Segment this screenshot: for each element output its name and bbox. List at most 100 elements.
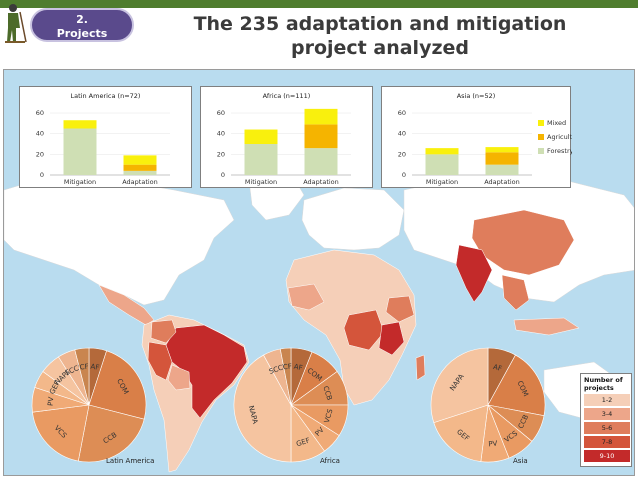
bar-panel-asia: Asia (n=52) 0 20 40 60 Mitigation Adaptation M…: [381, 86, 572, 188]
x-tick-label: Adaptation: [484, 178, 520, 186]
map-ethiopia: [385, 295, 415, 323]
map-legend-swatch: [584, 450, 630, 462]
pie-slice-label: PV: [488, 439, 498, 448]
y-tick-label: 20: [398, 150, 406, 158]
map-peru: [147, 341, 173, 381]
pie-slice-label: GEF: [295, 436, 311, 448]
map-legend-bin: 9-10: [599, 452, 615, 460]
pie-label-africa: Africa: [320, 457, 340, 465]
map-legend-row: 1-2: [584, 394, 630, 406]
pie-label-asia: Asia: [513, 457, 528, 465]
section-badge: 2. Projects: [30, 8, 134, 42]
bar-chart-latin-america: 0 20 40 60 Mitigation Adaptation: [36, 109, 170, 186]
map-legend-bin: 5-6: [601, 424, 613, 432]
pie-slice-label: AF: [90, 363, 100, 372]
legend-label: Forestry: [547, 147, 572, 155]
pie-slice-napa: [430, 347, 489, 423]
map-china: [471, 209, 575, 276]
bar-segment-mixed: [123, 155, 157, 165]
page-title-line2: project analyzed: [291, 37, 469, 59]
bar-chart-africa: 0 20 40 60 Mitigation Adaptation: [217, 108, 351, 186]
legend-label: Mixed: [547, 119, 566, 127]
map-europe: [301, 187, 405, 251]
bar-segment-mixed: [304, 108, 338, 125]
bar-segment-forestry: [425, 154, 459, 175]
map-legend-bin: 3-4: [601, 410, 613, 418]
bar-panel-title: Latin America (n=72): [70, 92, 141, 100]
pie-slice-label: AF: [492, 363, 503, 373]
y-tick-label: 40: [36, 130, 44, 138]
legend-swatch: [538, 120, 544, 126]
pie-slice-cf: [74, 347, 90, 406]
y-tick-label: 0: [402, 171, 406, 179]
y-tick-label: 20: [36, 150, 44, 158]
y-tick-label: 60: [398, 109, 406, 117]
map-legend-swatch: [584, 408, 630, 420]
pie-slice-com: [88, 350, 147, 420]
bar-segment-forestry: [63, 128, 97, 175]
map-legend-row: 9-10: [584, 450, 630, 462]
map-bolivia: [167, 364, 191, 391]
pie-slice-gef: [433, 404, 489, 462]
map-legend-title: Number of projects: [584, 376, 623, 392]
x-tick-label: Adaptation: [122, 178, 158, 186]
x-tick-label: Mitigation: [426, 178, 458, 186]
farmer-icon: [5, 4, 27, 43]
legend-swatch: [538, 148, 544, 154]
map-drc: [343, 309, 385, 351]
map-legend-swatch: [584, 394, 630, 406]
bar-segment-mixed: [244, 129, 278, 144]
map-legend: Number of projects 1-2 3-4 5-6 7-8 9-10: [580, 373, 632, 467]
map-indonesia: [513, 317, 580, 336]
x-tick-label: Mitigation: [64, 178, 96, 186]
section-label: Projects: [56, 27, 108, 40]
bar-panel-title: Africa (n=111): [262, 92, 311, 100]
pie-slice-ccb: [77, 404, 145, 463]
bar-segment-forestry: [304, 148, 338, 175]
map-north-america: [4, 177, 235, 306]
y-tick-label: 40: [398, 130, 406, 138]
map-legend-bin: 1-2: [601, 396, 613, 404]
map-colombia: [150, 319, 177, 344]
pie-slice-napa: [233, 354, 292, 463]
map-legend-bin: 7-8: [601, 438, 613, 446]
pie-slice-cf: [279, 347, 292, 406]
y-tick-label: 0: [221, 171, 225, 179]
bar-segment-agriculture: [485, 152, 519, 165]
bar-panel-africa: Africa (n=111) 0 20 40 60 Mitigation Adaptati…: [200, 86, 373, 188]
bar-segment-mixed: [63, 120, 97, 129]
map-southeast-asia: [501, 274, 530, 311]
bar-segment-agriculture: [304, 124, 338, 149]
pie-slice-com: [487, 354, 546, 417]
y-tick-label: 60: [36, 109, 44, 117]
bar-panel-latin-america: Latin America (n=72) 0 20 40 60 Mitigation Ad…: [19, 86, 192, 188]
pie-slice-label: AF: [293, 363, 303, 373]
legend-swatch: [538, 134, 544, 140]
bar-chart-asia: 0 20 40 60 Mitigation Adaptation Mixed Agricult…: [398, 109, 572, 186]
x-tick-label: Adaptation: [303, 178, 339, 186]
map-legend-row: 7-8: [584, 436, 630, 448]
x-tick-label: Mitigation: [245, 178, 277, 186]
bar-segment-mixed: [425, 148, 459, 155]
top-color-bar: [0, 0, 638, 8]
map-legend-title-line1: Number of: [584, 376, 623, 384]
map-legend-row: 5-6: [584, 422, 630, 434]
page-title-line1: The 235 adaptation and mitigation: [193, 13, 567, 35]
legend-label: Agriculture: [547, 133, 572, 141]
page-title: The 235 adaptation and mitigation projec…: [150, 12, 610, 60]
pie-slice-label: CF: [79, 363, 89, 372]
pie-slice-vcs: [32, 404, 90, 462]
map-madagascar: [415, 354, 426, 381]
bar-segment-mixed: [485, 147, 519, 153]
content-frame: Latin America (n=72) 0 20 40 60 Mitigation Ad…: [3, 69, 635, 476]
y-tick-label: 40: [217, 130, 225, 138]
y-tick-label: 20: [217, 150, 225, 158]
bar-panel-title: Asia (n=52): [456, 92, 496, 100]
map-legend-title-line2: projects: [584, 384, 614, 392]
pie-label-latin-america: Latin America: [106, 457, 155, 465]
map-west-africa: [287, 283, 325, 311]
pie-slice-label: VCS: [323, 408, 335, 424]
map-legend-swatch: [584, 422, 630, 434]
